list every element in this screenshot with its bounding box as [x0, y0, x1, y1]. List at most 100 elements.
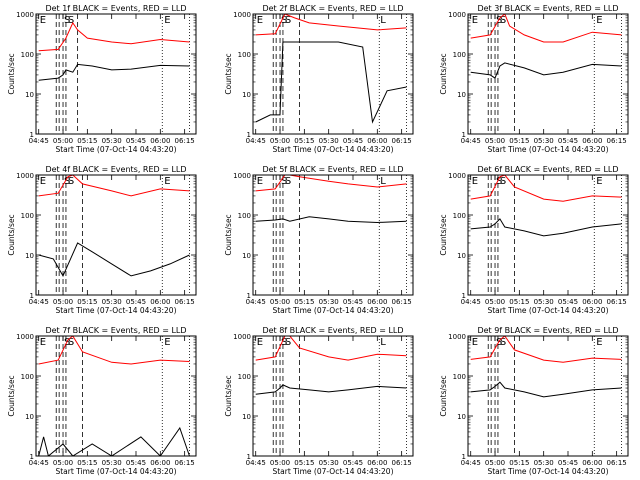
y-tick-label: 100	[21, 373, 34, 381]
series-events	[255, 41, 407, 124]
marker-letter-e: E	[596, 15, 602, 26]
x-tick-label: 05:00	[270, 459, 290, 467]
x-tick-label: 05:15	[509, 137, 529, 145]
y-axis-label: Counts/sec	[7, 53, 16, 94]
series-lld	[470, 336, 622, 363]
x-tick-label: 05:15	[509, 298, 529, 306]
y-axis-label: Counts/sec	[7, 375, 16, 416]
marker-letter-e: E	[596, 176, 602, 187]
plot-frame	[35, 174, 197, 296]
x-axis-label: Start Time (07-Oct-14 04:43:20)	[55, 145, 176, 154]
x-tick-label: 05:30	[319, 459, 339, 467]
x-tick-label: 06:00	[150, 298, 170, 306]
x-tick-label: 04:45	[29, 137, 49, 145]
marker-letter-e: E	[257, 15, 263, 26]
marker-letter-s: S	[281, 15, 287, 26]
marker-letter-s: S	[64, 337, 70, 348]
panel-title: Det 1f BLACK = Events, RED = LLD	[45, 4, 186, 13]
marker-letter-s: S	[496, 337, 502, 348]
plot-frame	[252, 335, 414, 457]
marker-letter-e: E	[164, 176, 170, 187]
x-tick-label: 06:00	[367, 298, 387, 306]
marker-letter-s: S	[68, 337, 74, 348]
y-tick-label: 100	[21, 51, 34, 59]
x-tick-label: 04:45	[461, 137, 481, 145]
panel-title: Det 3f BLACK = Events, RED = LLD	[477, 4, 618, 13]
y-tick-label: 100	[453, 373, 466, 381]
x-tick-label: 06:00	[582, 459, 602, 467]
x-tick-label: 05:30	[534, 459, 554, 467]
y-tick-label: 100	[21, 212, 34, 220]
x-tick-label: 06:15	[607, 137, 627, 145]
plot-frame	[467, 335, 629, 457]
series-lld	[255, 336, 407, 361]
marker-letter-s: S	[500, 337, 506, 348]
x-tick-label: 04:45	[461, 459, 481, 467]
series-lld	[255, 14, 407, 36]
y-tick-label: 1000	[233, 333, 251, 341]
series-events	[255, 384, 407, 395]
marker-letter-s: S	[68, 176, 74, 187]
marker-letter-e: E	[472, 176, 478, 187]
x-tick-label: 06:00	[150, 459, 170, 467]
y-tick-label: 1	[462, 131, 466, 139]
y-tick-label: 1	[247, 453, 251, 461]
y-axis-label: Counts/sec	[439, 214, 448, 255]
y-axis-label: Counts/sec	[224, 53, 233, 94]
x-tick-label: 05:00	[485, 459, 505, 467]
marker-letter-l: L	[380, 15, 386, 26]
marker-letter-s: S	[500, 176, 506, 187]
x-tick-label: 06:15	[607, 298, 627, 306]
x-tick-label: 05:45	[558, 137, 578, 145]
series-lld	[38, 336, 190, 365]
x-tick-label: 04:45	[246, 459, 266, 467]
panel-det-6: Det 6f BLACK = Events, RED = LLD E E SS 1 10 1…	[439, 165, 629, 315]
x-tick-label: 05:00	[270, 298, 290, 306]
x-tick-label: 06:15	[392, 137, 412, 145]
y-tick-label: 1000	[16, 333, 34, 341]
y-tick-label: 10	[25, 413, 34, 421]
marker-letter-s: S	[281, 337, 287, 348]
x-tick-label: 05:30	[534, 298, 554, 306]
y-tick-label: 10	[242, 252, 251, 260]
x-tick-label: 05:15	[294, 298, 314, 306]
marker-letter-e: E	[257, 176, 263, 187]
y-tick-label: 10	[457, 91, 466, 99]
series-events	[470, 62, 622, 79]
panel-title: Det 7f BLACK = Events, RED = LLD	[45, 326, 186, 335]
panel-title: Det 9f BLACK = Events, RED = LLD	[477, 326, 618, 335]
x-tick-label: 05:30	[102, 459, 122, 467]
x-tick-label: 06:00	[582, 298, 602, 306]
y-tick-label: 10	[242, 413, 251, 421]
panel-det-4: Det 4f BLACK = Events, RED = LLD E E SS 1 10 1…	[7, 165, 197, 315]
x-tick-label: 05:45	[558, 459, 578, 467]
y-tick-label: 1000	[448, 333, 466, 341]
y-tick-label: 10	[457, 413, 466, 421]
plot-frame	[35, 335, 197, 457]
panel-det-8: Det 8f BLACK = Events, RED = LLD E SS L 1 10 1…	[224, 326, 414, 476]
marker-letter-e: E	[596, 337, 602, 348]
x-axis-label: Start Time (07-Oct-14 04:43:20)	[272, 306, 393, 315]
y-tick-label: 10	[242, 91, 251, 99]
x-tick-label: 05:30	[319, 298, 339, 306]
series-lld	[255, 175, 407, 192]
marker-letter-s: S	[64, 15, 70, 26]
x-tick-label: 05:45	[343, 137, 363, 145]
marker-letter-s: S	[281, 176, 287, 187]
panel-det-5: Det 5f BLACK = Events, RED = LLD E SS L 1 10 1…	[224, 165, 414, 315]
y-tick-label: 1000	[233, 11, 251, 19]
marker-letter-s: S	[285, 15, 291, 26]
marker-letter-e: E	[40, 15, 46, 26]
y-tick-label: 1000	[16, 172, 34, 180]
plot-frame	[252, 174, 414, 296]
series-events	[255, 216, 407, 224]
y-axis-label: Counts/sec	[439, 53, 448, 94]
x-tick-label: 05:30	[534, 137, 554, 145]
y-tick-label: 1	[247, 292, 251, 300]
series-lld	[38, 21, 190, 52]
x-tick-label: 04:45	[461, 298, 481, 306]
panel-det-1: Det 1f BLACK = Events, RED = LLD E E SS 1 10 1…	[7, 4, 197, 154]
x-tick-label: 05:45	[343, 298, 363, 306]
marker-letter-s: S	[496, 176, 502, 187]
plot-frame	[467, 13, 629, 135]
